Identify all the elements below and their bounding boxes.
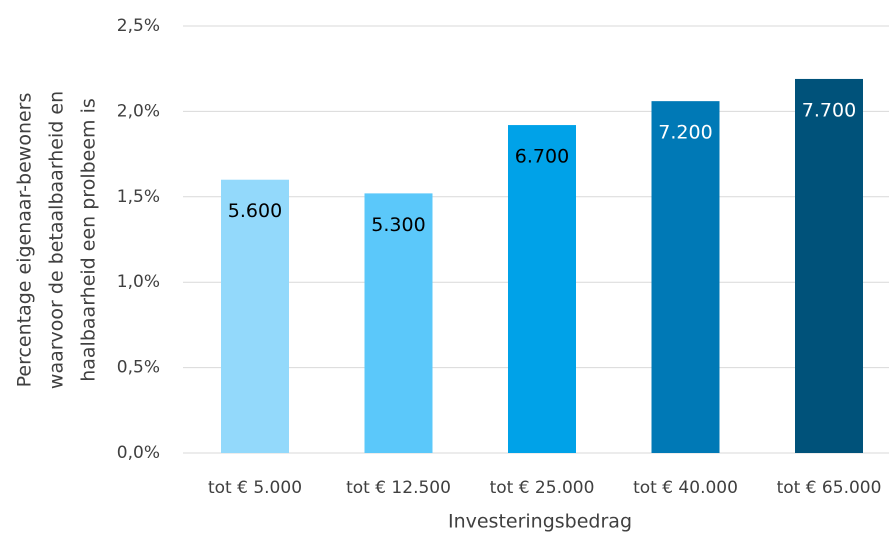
x-tick-label: tot € 40.000: [633, 478, 738, 498]
x-tick-label: tot € 25.000: [490, 478, 595, 498]
y-axis-title: Percentage eigenaar-bewoners: [14, 93, 36, 388]
y-tick-label: 1,0%: [117, 272, 160, 292]
bar-annotation: 7.700: [802, 99, 856, 121]
bar: [508, 125, 576, 454]
y-tick-label: 1,5%: [117, 187, 160, 207]
y-axis-title: waarvoor de betaalbaarheid en: [46, 91, 68, 389]
bar-annotation: 5.600: [228, 200, 282, 222]
bar-annotation: 5.300: [371, 214, 425, 236]
bar: [364, 193, 433, 453]
bar: [651, 101, 720, 453]
y-axis-title: haalbaarheid een prolbeem is: [78, 98, 100, 382]
x-tick-label: tot € 5.000: [208, 478, 302, 498]
y-tick-label: 2,5%: [117, 16, 160, 36]
x-tick-label: tot € 12.500: [346, 478, 451, 498]
y-tick-label: 0,5%: [117, 358, 160, 378]
bar: [221, 179, 289, 453]
x-axis-title: Investeringsbedrag: [448, 511, 632, 533]
bar-annotation: 7.200: [658, 122, 712, 144]
y-tick-label: 0,0%: [117, 443, 160, 463]
bar-annotation: 6.700: [515, 146, 569, 168]
bar: [795, 78, 863, 453]
x-tick-label: tot € 65.000: [777, 478, 882, 498]
y-tick-label: 2,0%: [117, 101, 160, 121]
